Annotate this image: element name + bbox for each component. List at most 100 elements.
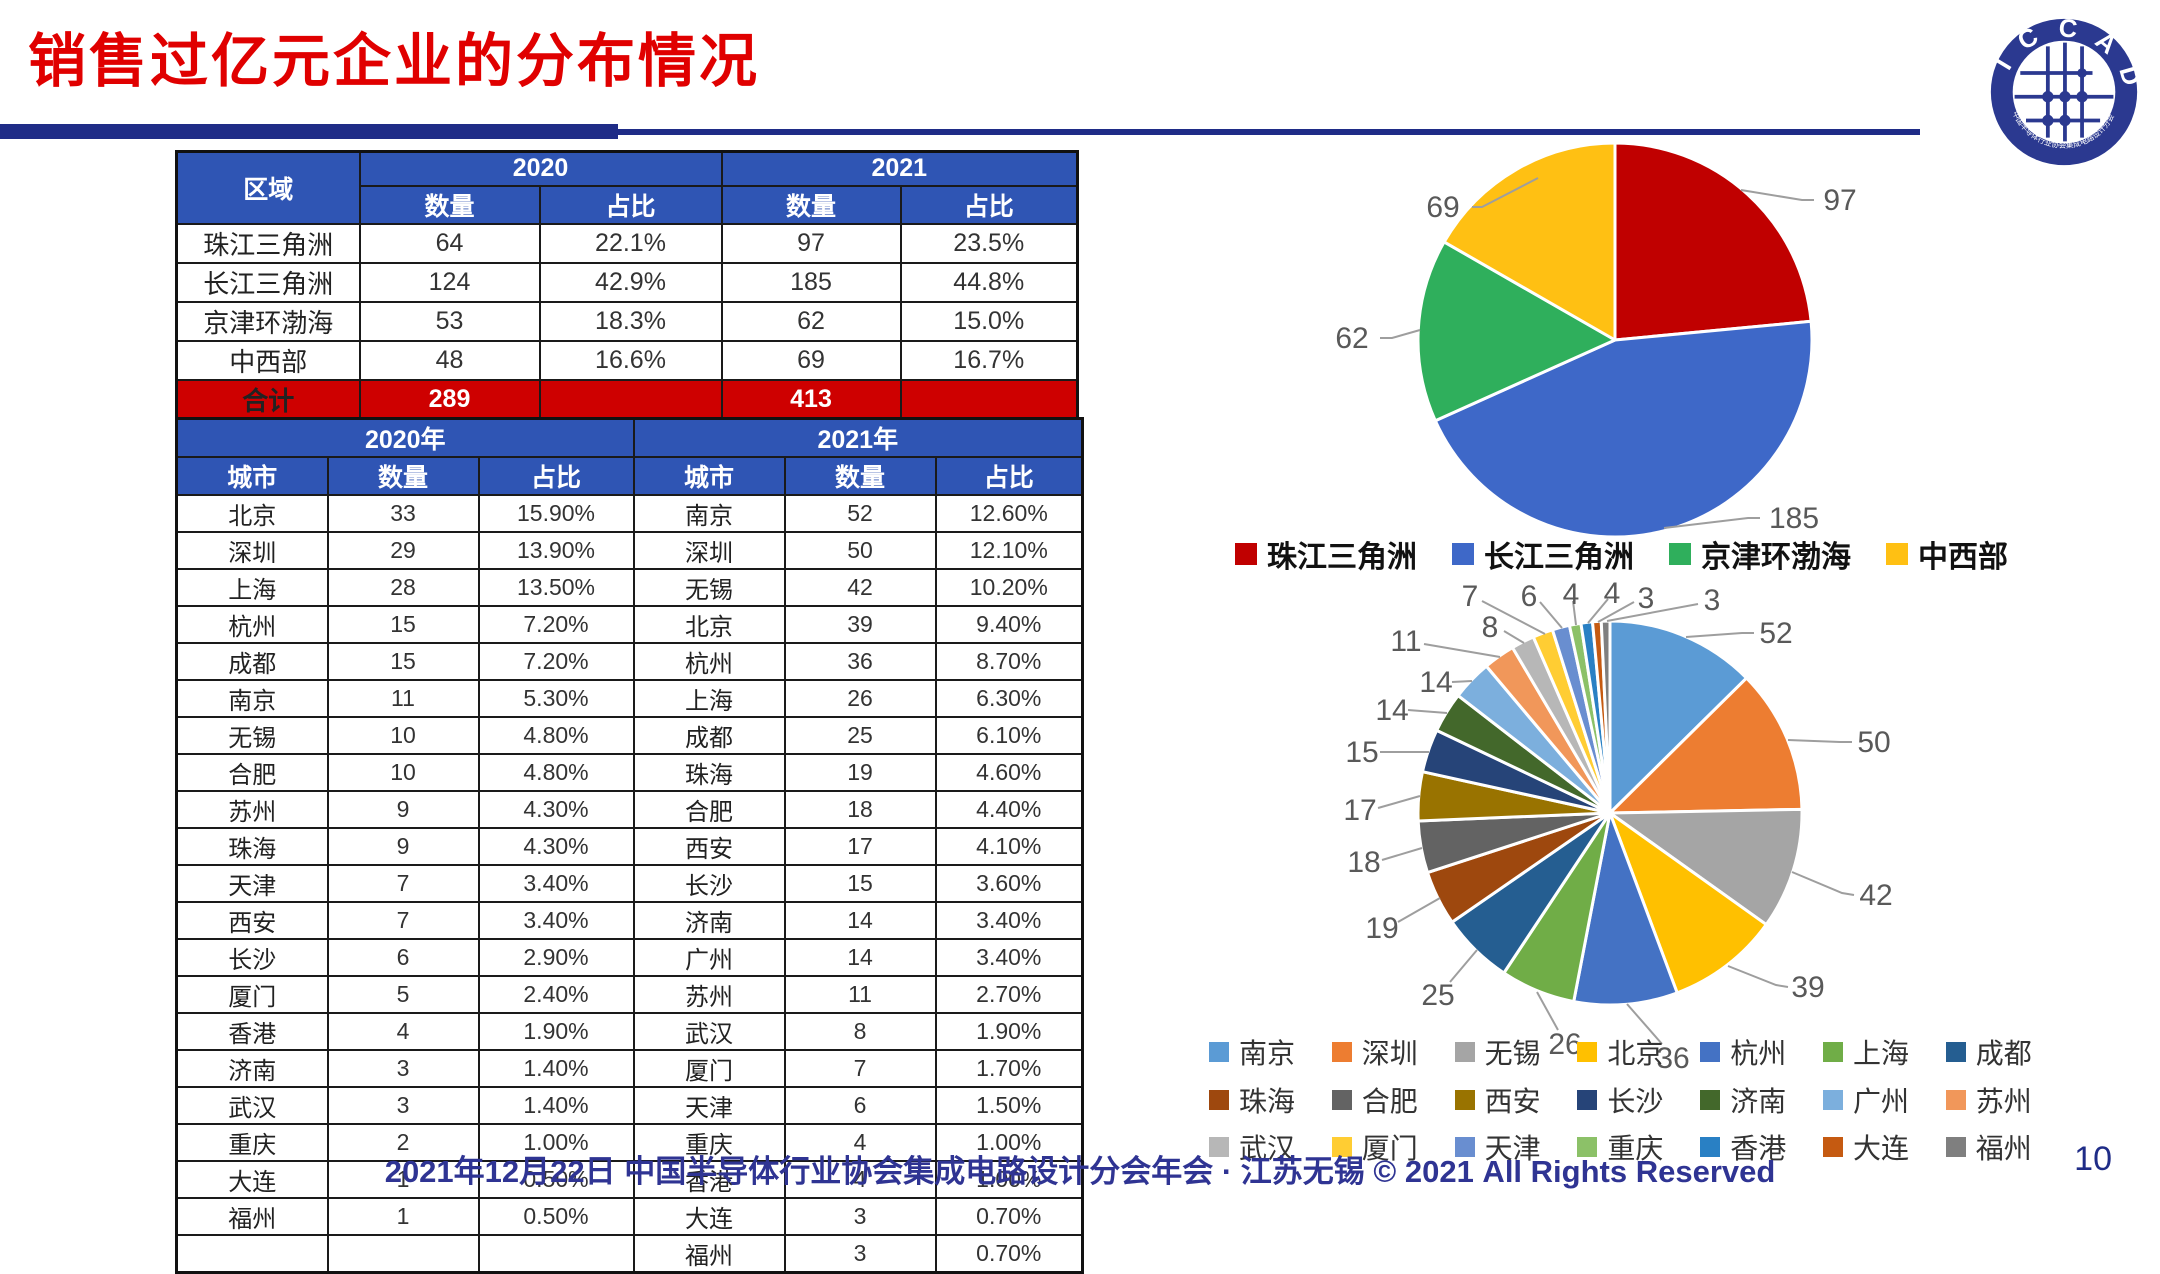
pie-slice-合肥 — [1416, 811, 1612, 875]
value-cell: 4.60% — [934, 753, 1084, 792]
value-cell: 15 — [326, 642, 480, 681]
value-cell: 0.70% — [934, 1197, 1084, 1236]
legend-swatch — [1209, 1137, 1229, 1157]
city-header: 城市 — [175, 456, 329, 496]
city-name-cell — [175, 1234, 329, 1274]
value-cell: 4 — [783, 1123, 937, 1162]
value-cell: 7 — [326, 901, 480, 940]
value-cell: 7 — [783, 1049, 937, 1088]
city-name-cell: 重庆 — [175, 1123, 329, 1162]
region-table: 区域 2020 2021 数量 占比 数量 占比 珠江三角洲 64 22.1% 97 2… — [175, 150, 1079, 421]
legend-item-长沙: 长沙 — [1577, 1080, 1663, 1120]
city-row: 合肥 10 4.80% 珠海 19 4.60% — [175, 753, 1084, 792]
pie-value-label: 14 — [1375, 694, 1408, 727]
share-header: 占比 — [899, 184, 1079, 225]
value-cell: 1.40% — [477, 1049, 635, 1088]
legend-label: 长沙 — [1607, 1085, 1664, 1117]
value-cell: 8.70% — [934, 642, 1084, 681]
city-name-cell: 福州 — [175, 1197, 329, 1236]
region-pie-labels: 97 185 62 69 — [1335, 177, 1857, 535]
year-2020-header: 2020 — [358, 150, 723, 187]
legend-swatch — [1945, 1137, 1966, 1157]
legend-label: 西安 — [1484, 1085, 1541, 1117]
legend-item-珠海: 珠海 — [1209, 1080, 1295, 1120]
city-row: 天津 7 3.40% 长沙 15 3.60% — [175, 864, 1084, 903]
value-cell: 4.80% — [477, 716, 635, 755]
pie-slice-珠海 — [1425, 811, 1612, 924]
legend-item-香港: 香港 — [1700, 1127, 1786, 1167]
label-leader-line — [1503, 630, 1525, 644]
value-cell: 413 — [720, 378, 902, 421]
label-leader-line — [1423, 643, 1501, 658]
value-cell: 3 — [326, 1049, 480, 1088]
value-cell: 52 — [783, 494, 937, 533]
pie-slice-武汉 — [1511, 635, 1612, 815]
pie-value-label: 17 — [1343, 794, 1376, 827]
value-cell: 14 — [783, 901, 937, 940]
iccad-logo: I C C A D 中国半导体行业协会集成电路设计分会 — [1990, 16, 2140, 166]
value-cell: 2.40% — [477, 975, 635, 1014]
legend-label: 香港 — [1730, 1133, 1787, 1164]
legend-swatch — [1454, 1042, 1475, 1062]
legend-item-济南: 济南 — [1700, 1080, 1786, 1120]
legend-label: 长江三角洲 — [1484, 541, 1634, 574]
legend-item-大连: 大连 — [1823, 1127, 1909, 1167]
pie-value-label: 69 — [1426, 191, 1459, 224]
value-cell: 5 — [326, 975, 480, 1014]
legend-item-厦门: 厦门 — [1331, 1127, 1418, 1167]
city-name-cell: 南京 — [175, 679, 329, 718]
city-name-cell: 广州 — [632, 938, 786, 977]
pie-slice-无锡 — [1608, 807, 1804, 927]
region-header: 区域 — [175, 150, 361, 225]
legend-label: 无锡 — [1484, 1038, 1541, 1069]
city-name-cell: 杭州 — [632, 642, 786, 681]
value-cell: 3 — [783, 1234, 937, 1274]
label-leader-line — [1381, 847, 1423, 861]
city-name-cell: 京津环渤海 — [175, 300, 361, 342]
value-cell: 48 — [358, 339, 541, 381]
city-name-cell: 上海 — [175, 568, 329, 607]
value-cell: 15 — [326, 605, 480, 644]
label-leader-line — [1685, 632, 1754, 638]
value-cell: 69 — [720, 339, 902, 381]
city-row: 福州 1 0.50% 大连 3 0.70% — [175, 1197, 1084, 1236]
legend-swatch — [1886, 543, 1908, 565]
pie-value-label: 42 — [1859, 879, 1892, 912]
city-name-cell: 济南 — [175, 1049, 329, 1088]
city-name-cell: 厦门 — [632, 1049, 786, 1088]
city-name-cell: 合肥 — [175, 753, 329, 792]
legend-swatch — [1823, 1137, 1843, 1157]
label-leader-line — [1587, 598, 1609, 624]
value-cell: 10 — [326, 753, 480, 792]
pie-slice-成都 — [1450, 811, 1612, 975]
value-cell: 1.00% — [934, 1123, 1084, 1162]
pie-value-label: 4 — [1604, 577, 1621, 610]
legend-label: 成都 — [1975, 1038, 2032, 1069]
count-header: 数量 — [783, 456, 937, 496]
year-2021-header: 2021年 — [632, 417, 1084, 458]
value-cell: 28 — [326, 568, 480, 607]
legend-swatch — [1209, 1042, 1229, 1062]
city-name-cell: 无锡 — [175, 716, 329, 755]
value-cell: 1.40% — [477, 1086, 635, 1125]
footer-text: 2021年12月22日 中国半导体行业协会集成电路设计分会年会 · 江苏无锡 ©… — [384, 1154, 1776, 1189]
value-cell: 2.70% — [934, 975, 1084, 1014]
city-name-cell: 珠海 — [175, 827, 329, 866]
city-name-cell: 福州 — [632, 1234, 786, 1274]
city-name-cell: 成都 — [175, 642, 329, 681]
legend-item-无锡: 无锡 — [1454, 1032, 1541, 1072]
legend-label: 厦门 — [1361, 1133, 1418, 1164]
pie-slice-厦门 — [1531, 628, 1612, 815]
value-cell: 3.40% — [477, 901, 635, 940]
pie-value-label: 39 — [1791, 971, 1824, 1004]
count-header: 数量 — [358, 184, 541, 225]
value-cell: 53 — [358, 300, 541, 342]
legend-label: 珠江三角洲 — [1267, 541, 1417, 574]
value-cell — [899, 378, 1079, 421]
value-cell: 3.40% — [934, 901, 1084, 940]
legend-swatch — [1209, 1089, 1229, 1110]
value-cell: 15.0% — [899, 300, 1079, 342]
value-cell: 5.30% — [477, 679, 635, 718]
pie-slice-上海 — [1502, 811, 1612, 1004]
city-name-cell: 合计 — [175, 378, 361, 421]
